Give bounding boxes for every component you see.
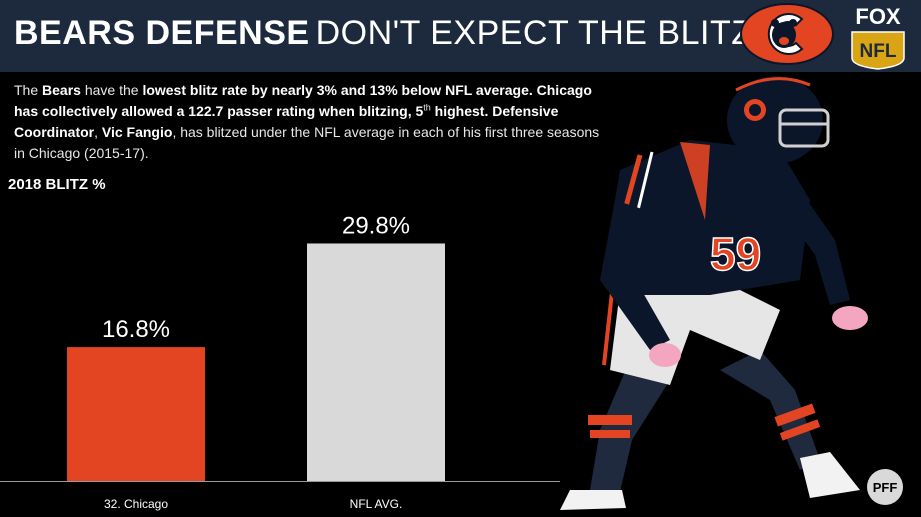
desc-bold: lowest blitz rate by nearly 3% and 13% b… bbox=[14, 82, 592, 119]
title-strong: BEARS DEFENSE bbox=[14, 14, 310, 52]
fox-nfl-logo: FOX NFL bbox=[851, 4, 905, 70]
fox-logo-text: FOX bbox=[855, 4, 901, 29]
category-label: NFL AVG. bbox=[350, 497, 403, 511]
desc-bold: highest. Defensive Coordinator bbox=[14, 103, 559, 140]
description-text: The Bears have the lowest blitz rate by … bbox=[14, 80, 604, 164]
bar-value-label: 29.8% bbox=[342, 212, 410, 239]
desc-superscript: th bbox=[423, 102, 431, 113]
category-label: 32. Chicago bbox=[104, 497, 168, 511]
desc-part: , has blitzed under the NFL average in e… bbox=[14, 124, 600, 161]
pff-watermark: PFF bbox=[867, 469, 903, 505]
desc-part: , bbox=[94, 124, 102, 140]
pff-text: PFF bbox=[873, 480, 898, 495]
header-bar: BEARS DEFENSE DON'T EXPECT THE BLITZ FOX … bbox=[0, 0, 921, 72]
bar-0 bbox=[67, 347, 205, 481]
bears-logo bbox=[740, 3, 834, 65]
bar-value-label: 16.8% bbox=[102, 316, 170, 343]
bar-1 bbox=[307, 243, 445, 481]
page-title: BEARS DEFENSE DON'T EXPECT THE BLITZ bbox=[14, 14, 752, 53]
desc-bold: Vic Fangio bbox=[101, 124, 173, 140]
blitz-bar-chart: 16.8% 32. Chicago 29.8% NFL AVG. bbox=[0, 212, 560, 511]
chart-title: 2018 BLITZ % bbox=[8, 176, 106, 193]
title-light: DON'T EXPECT THE BLITZ bbox=[315, 14, 753, 52]
nfl-logo-text: NFL bbox=[860, 41, 897, 62]
desc-part: The bbox=[14, 82, 43, 98]
desc-part: have the bbox=[80, 82, 143, 98]
jersey-number: 59 bbox=[710, 228, 761, 280]
desc-bold: Bears bbox=[42, 82, 81, 98]
player-photo: 59 bbox=[560, 76, 868, 510]
